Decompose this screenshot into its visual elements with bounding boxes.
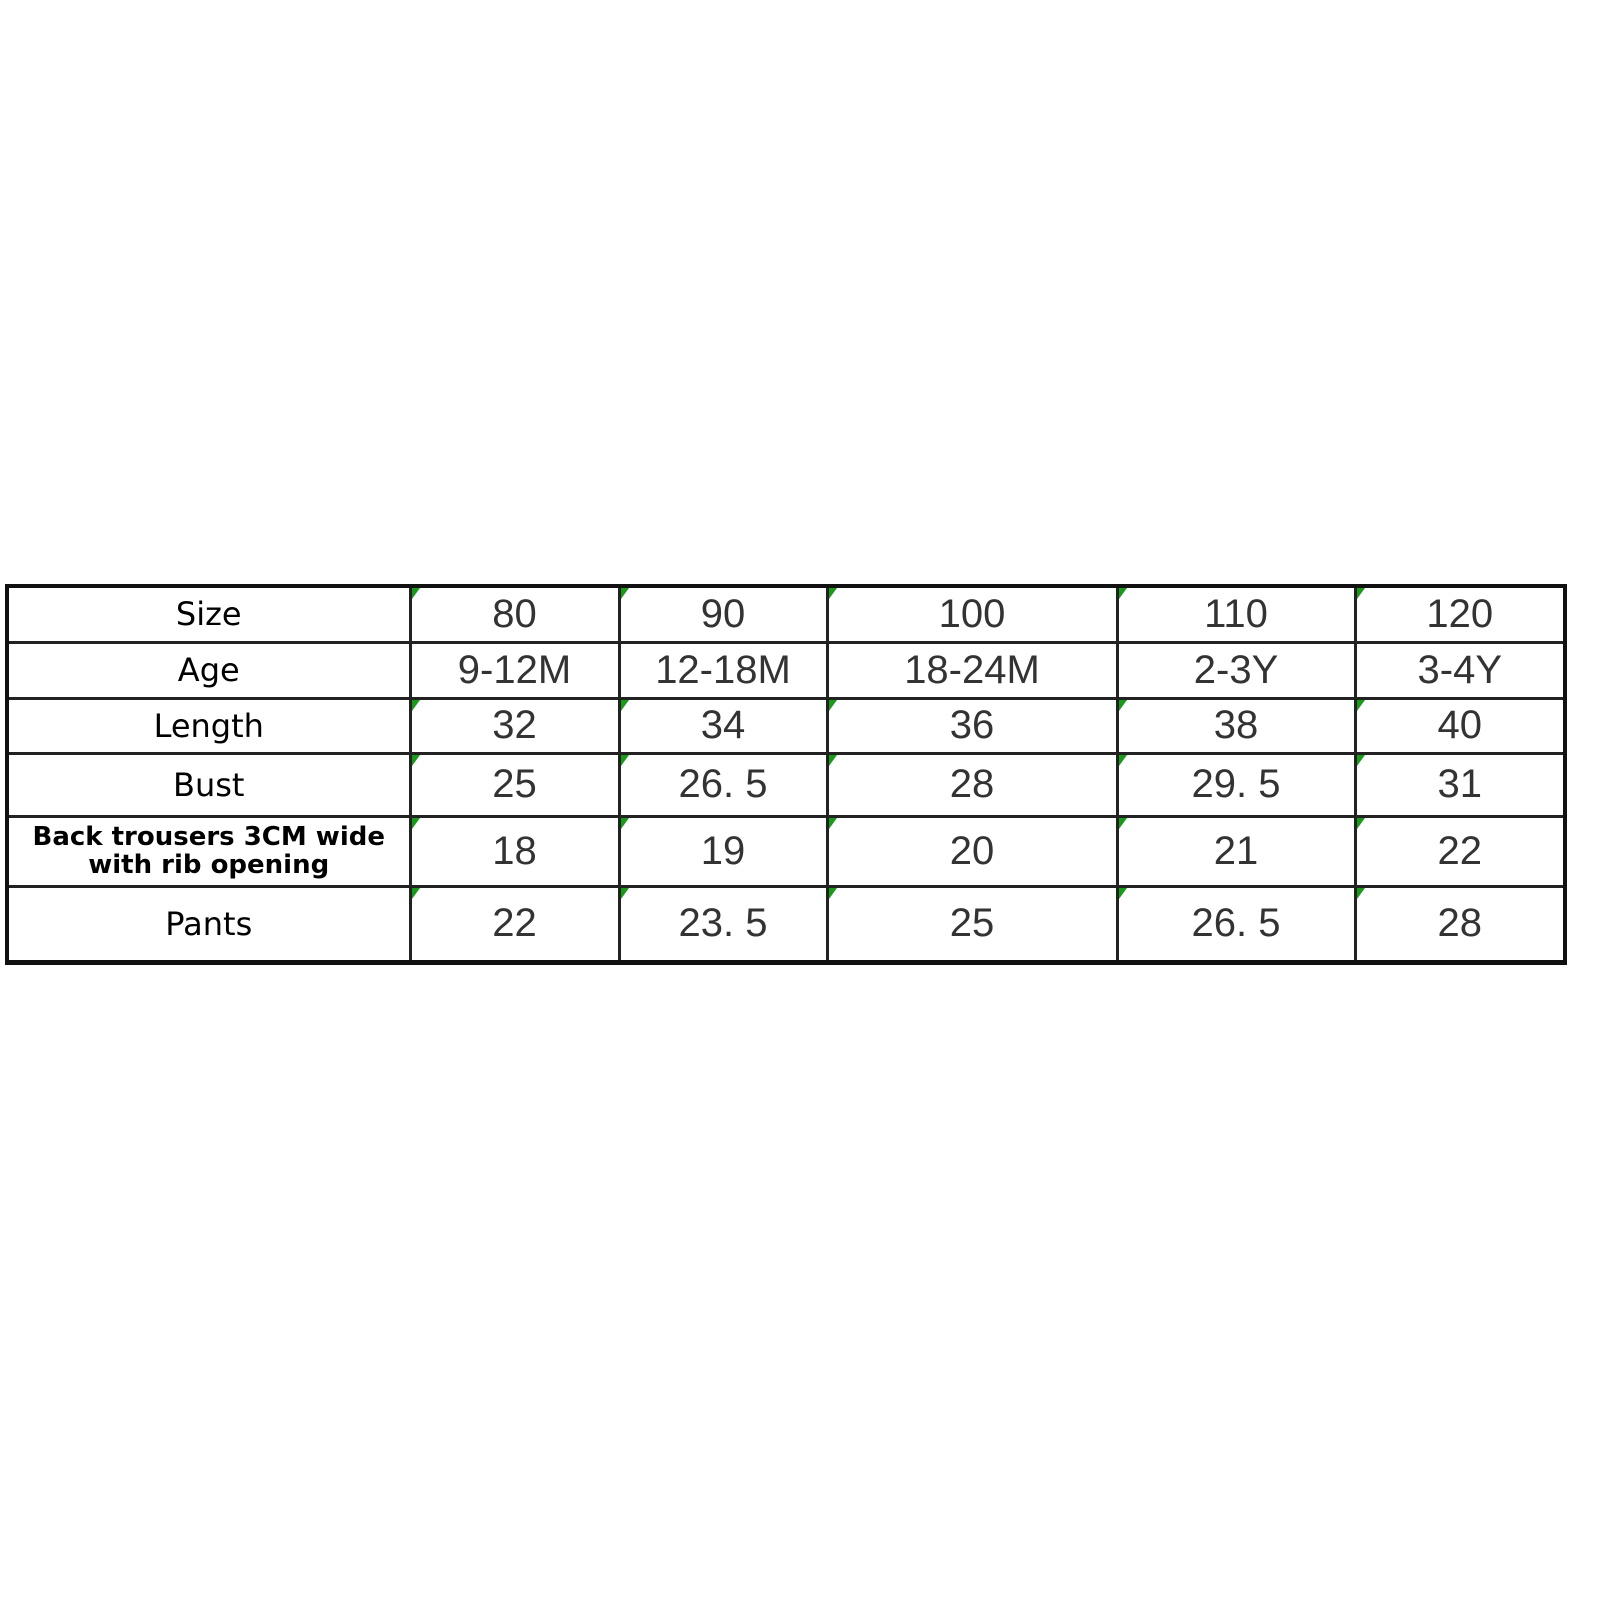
cell-marker-icon [1118,817,1127,829]
cell-value: 32 [492,703,537,747]
table-cell: 26. 5 [617,751,829,818]
cell-marker-icon [828,588,837,599]
row-label: Age [5,640,412,700]
table-cell: 36 [825,696,1119,755]
cell-value: 100 [938,591,1006,636]
table-cell: 19 [617,814,829,888]
cell-marker-icon [620,887,629,899]
cell-marker-icon [828,754,837,766]
table-row: Size 80 90 100 110 120 [5,584,1567,644]
cell-marker-icon [1118,699,1127,711]
table-cell: 29. 5 [1115,751,1357,818]
table-cell: 3-4Y [1353,640,1567,700]
table-cell: 40 [1353,696,1567,755]
cell-value: 90 [700,591,746,636]
cell-value: 2-3Y [1193,647,1279,692]
cell-marker-icon [1356,754,1365,766]
table-cell: 28 [1353,884,1567,964]
table-row: Pants 22 23. 5 25 26. 5 28 [5,884,1567,964]
cell-marker-icon [1356,588,1365,599]
cell-marker-icon [620,699,629,711]
cell-marker-icon [1118,588,1127,599]
cell-value: 28 [1437,901,1483,945]
cell-value: 120 [1426,591,1494,636]
cell-value: 25 [492,762,537,806]
cell-marker-icon [1356,887,1365,899]
cell-value: 34 [700,703,746,747]
cell-value: 29. 5 [1191,762,1281,806]
cell-value: 28 [949,762,995,806]
size-chart-table: Size 80 90 100 110 120 Age 9-12M 12-18M 18-24M 2-3… [5,584,1567,965]
cell-marker-icon [411,817,420,829]
cell-value: 19 [700,828,746,873]
table-row: Length 32 34 36 38 40 [5,696,1567,755]
cell-value: 18 [492,828,537,873]
cell-value: 12-18M [655,647,791,692]
cell-value: 22 [492,901,537,945]
cell-value: 20 [949,828,995,873]
table-cell: 80 [408,584,621,644]
cell-marker-icon [828,817,837,829]
cell-marker-icon [620,817,629,829]
cell-value: 36 [949,703,995,747]
row-label: Length [5,696,412,755]
table-cell: 18-24M [825,640,1119,700]
table-cell: 28 [825,751,1119,818]
table-cell: 21 [1115,814,1357,888]
table-cell: 32 [408,696,621,755]
table-cell: 34 [617,696,829,755]
cell-marker-icon [411,588,420,599]
table-cell: 2-3Y [1115,640,1357,700]
table-cell: 26. 5 [1115,884,1357,964]
cell-value: 9-12M [457,647,572,692]
table-cell: 22 [1353,814,1567,888]
table-cell: 90 [617,584,829,644]
table-cell: 31 [1353,751,1567,818]
cell-value: 80 [492,591,537,636]
table-cell: 100 [825,584,1119,644]
cell-marker-icon [411,754,420,766]
table-cell: 25 [408,751,621,818]
cell-value: 26. 5 [1191,901,1281,945]
row-label: Bust [5,751,412,818]
cell-value: 31 [1437,762,1483,806]
cell-value: 110 [1204,591,1268,636]
cell-value: 21 [1213,828,1259,873]
row-label: Pants [5,884,412,964]
table-cell: 22 [408,884,621,964]
cell-value: 25 [949,901,995,945]
cell-value: 26. 5 [678,762,768,806]
table-cell: 9-12M [408,640,621,700]
table-row: Age 9-12M 12-18M 18-24M 2-3Y 3-4Y [5,640,1567,700]
cell-marker-icon [1118,887,1127,899]
cell-marker-icon [1118,754,1127,766]
row-label: Size [5,584,412,644]
cell-marker-icon [411,699,420,711]
cell-value: 38 [1213,703,1259,747]
cell-marker-icon [620,588,629,599]
cell-marker-icon [828,699,837,711]
cell-value: 40 [1437,703,1483,747]
cell-value: 22 [1437,828,1483,873]
cell-marker-icon [1356,817,1365,829]
table-cell: 23. 5 [617,884,829,964]
cell-value: 18-24M [904,647,1040,692]
cell-marker-icon [1356,699,1365,711]
cell-value: 23. 5 [678,901,768,945]
row-label: Back trousers 3CM wide with rib opening [5,814,412,888]
table-cell: 38 [1115,696,1357,755]
table-cell: 25 [825,884,1119,964]
table-cell: 110 [1115,584,1357,644]
table-cell: 12-18M [617,640,829,700]
table-row: Back trousers 3CM wide with rib opening 1… [5,814,1567,888]
cell-marker-icon [411,887,420,899]
table-cell: 20 [825,814,1119,888]
table-row: Bust 25 26. 5 28 29. 5 31 [5,751,1567,818]
cell-value: 3-4Y [1417,647,1503,692]
cell-marker-icon [828,887,837,899]
table-cell: 18 [408,814,621,888]
table-cell: 120 [1353,584,1567,644]
cell-marker-icon [620,754,629,766]
